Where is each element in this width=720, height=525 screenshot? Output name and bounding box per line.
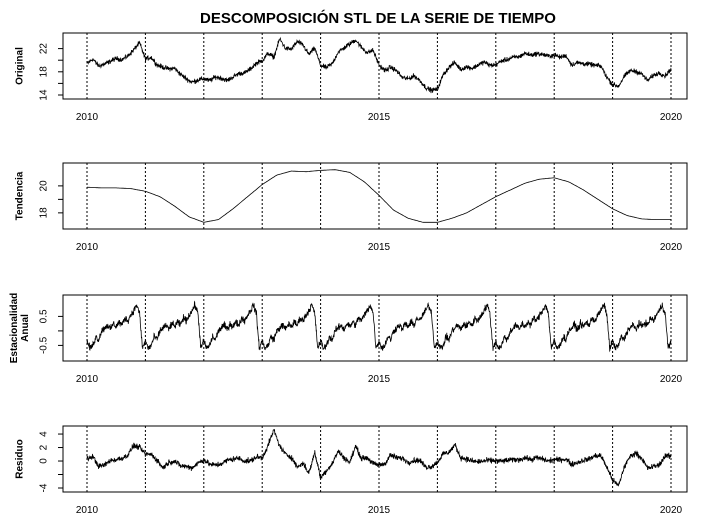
x-tick-label: 2010 [76,374,99,385]
y-axis-label-trend: Tendencia [15,171,26,220]
x-tick-label: 2015 [368,242,391,253]
y-tick-label: -4 [39,483,50,492]
x-tick-label: 2020 [660,112,683,123]
series-line-original [86,36,672,94]
panel-original: 14 18 22 Original 2010 2015 2020 [15,32,688,123]
figure-title: DESCOMPOSICIÓN STL DE LA SERIE DE TIEMPO [200,9,556,27]
y-axis-label-seasonal: Anual [20,314,31,342]
y-tick-label: -0.5 [39,336,50,354]
panel-frame [62,32,688,100]
panel-frame [62,425,688,493]
panel-frame [62,294,688,362]
x-tick-label: 2010 [76,112,99,123]
y-axis-label-seasonal: Estacionalidad [9,293,20,364]
x-tick-label: 2015 [368,505,391,516]
series-line-residual [86,428,672,487]
panel-trend: 18 20 Tendencia 2010 2015 2020 [15,162,688,253]
x-tick-label: 2010 [76,242,99,253]
panel-seasonal: -0.5 0.5 Estacionalidad Anual 2010 2015 2020 [9,293,688,385]
y-tick-label: 0 [39,458,50,464]
series-line-trend [86,169,671,223]
y-tick-label: 14 [39,89,50,101]
x-tick-label: 2020 [660,242,683,253]
y-axis-label-original: Original [15,47,26,85]
y-tick-label: 4 [39,431,50,437]
panel-frame [62,162,688,230]
x-tick-label: 2015 [368,374,391,385]
y-tick-label: 22 [39,43,50,55]
y-tick-label: 0.5 [39,309,50,323]
y-tick-label: 2 [39,444,50,450]
y-tick-label: 18 [39,207,50,219]
series-line-seasonal [86,300,672,353]
x-tick-label: 2020 [660,505,683,516]
panel-residual: -4 0 2 4 Residuo 2010 2015 2020 [15,425,688,516]
y-tick-label: 18 [39,66,50,78]
y-axis-label-residual: Residuo [15,439,26,478]
x-tick-label: 2015 [368,112,391,123]
x-tick-label: 2020 [660,374,683,385]
x-tick-label: 2010 [76,505,99,516]
y-tick-label: 20 [39,180,50,192]
